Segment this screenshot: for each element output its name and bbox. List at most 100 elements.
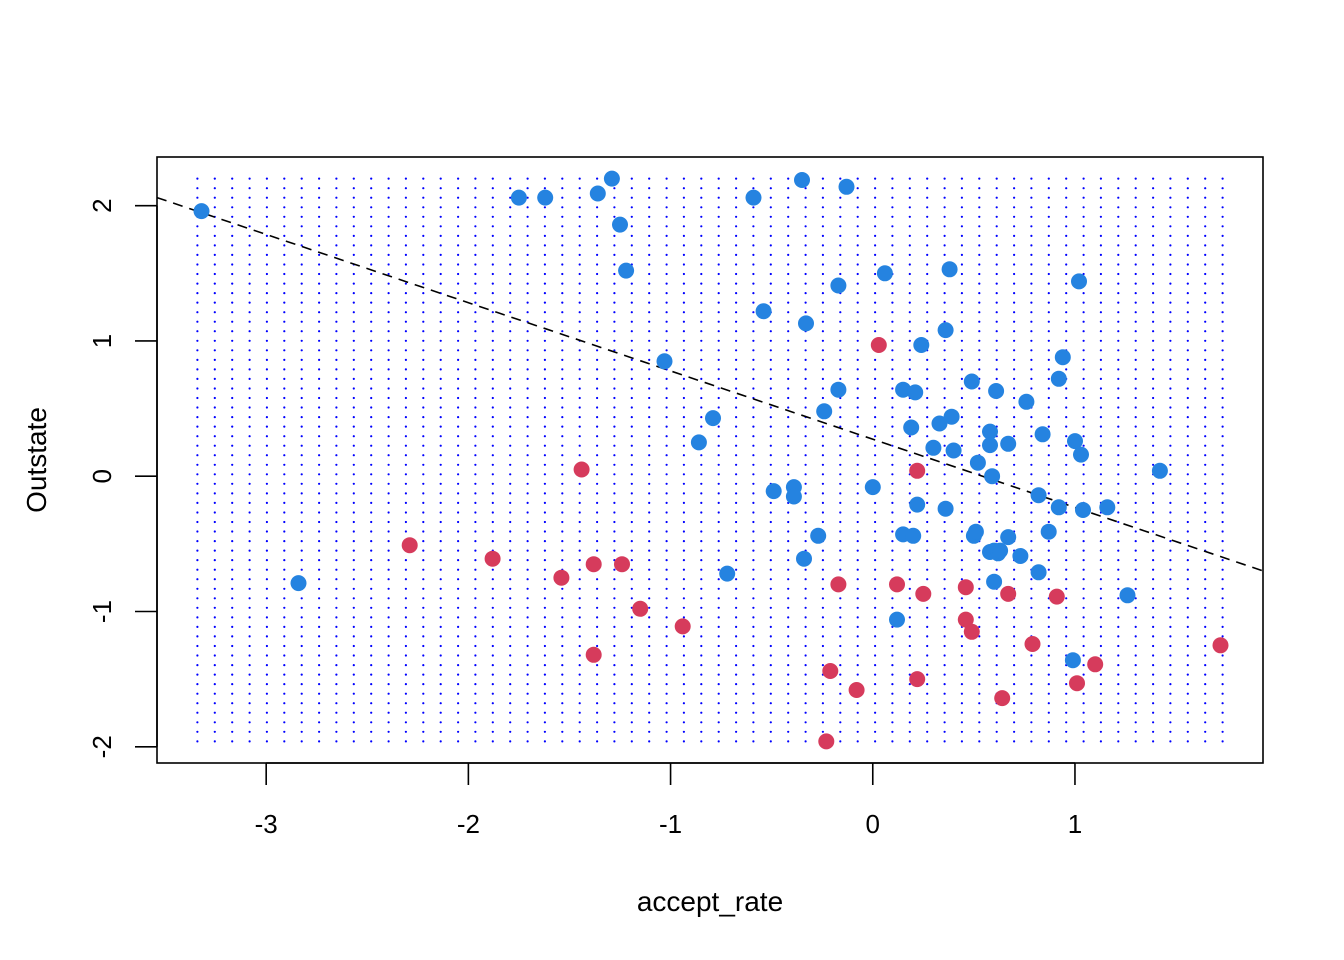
grid-dot <box>231 644 234 648</box>
grid-dot <box>682 473 686 476</box>
data-point-blue <box>810 527 827 544</box>
grid-dot <box>752 578 755 581</box>
grid-dot <box>804 349 807 352</box>
grid-dot <box>370 530 373 533</box>
grid-dot <box>474 654 477 657</box>
grid-dot <box>752 673 755 676</box>
grid-dot <box>370 730 373 733</box>
grid-dot <box>248 578 251 581</box>
grid-dot <box>1169 177 1172 180</box>
grid-dot <box>735 587 738 590</box>
data-point-red <box>957 579 974 596</box>
grid-dot <box>491 282 494 285</box>
grid-dot <box>1065 520 1068 524</box>
data-point-blue <box>1067 433 1083 450</box>
grid-dot <box>265 711 268 714</box>
grid-dot <box>1030 425 1033 428</box>
grid-dot <box>856 339 859 342</box>
grid-dot <box>735 444 738 447</box>
grid-dot <box>422 225 425 228</box>
grid-dot <box>509 597 512 600</box>
grid-dot <box>1152 311 1155 314</box>
grid-dot <box>1082 730 1085 733</box>
grid-dot <box>491 616 494 619</box>
grid-dot <box>874 606 877 609</box>
grid-dot <box>370 644 373 648</box>
grid-dot <box>926 683 929 686</box>
grid-dot <box>491 349 494 352</box>
grid-dot <box>735 435 738 438</box>
grid-dot <box>543 492 547 495</box>
grid-dot <box>874 225 877 228</box>
grid-dot <box>491 301 494 304</box>
grid-dot <box>370 559 373 562</box>
grid-dot <box>821 702 825 705</box>
grid-dot <box>821 358 825 361</box>
grid-dot <box>300 177 303 180</box>
grid-dot <box>787 683 790 686</box>
grid-dot <box>457 721 460 724</box>
grid-dot <box>1047 215 1050 218</box>
grid-dot <box>578 396 581 400</box>
grid-dot <box>213 244 216 247</box>
grid-dot <box>352 597 355 600</box>
grid-dot <box>561 416 564 419</box>
grid-dot <box>1117 206 1120 209</box>
grid-dot <box>248 406 251 409</box>
grid-dot <box>1152 635 1155 638</box>
grid-dot <box>578 549 581 552</box>
grid-dot <box>908 702 911 705</box>
grid-dot <box>648 587 651 590</box>
grid-dot <box>543 215 547 218</box>
grid-dot <box>352 606 355 609</box>
grid-dot <box>960 425 964 428</box>
grid-dot <box>717 244 720 247</box>
grid-dot <box>1099 349 1102 352</box>
grid-dot <box>474 377 477 380</box>
grid-dot <box>856 215 859 218</box>
grid-dot <box>422 272 425 276</box>
grid-dot <box>387 511 390 514</box>
grid-dot <box>596 301 599 304</box>
grid-dot <box>439 454 442 457</box>
grid-dot <box>474 206 477 209</box>
grid-dot <box>787 225 790 228</box>
grid-dot <box>196 549 199 552</box>
grid-dot <box>352 272 355 276</box>
grid-dot <box>1169 625 1172 629</box>
grid-dot <box>613 301 616 304</box>
grid-dot <box>422 492 425 495</box>
grid-dot <box>1186 225 1189 228</box>
grid-dot <box>457 587 460 590</box>
grid-dot <box>630 702 633 705</box>
grid-dot <box>891 377 894 380</box>
grid-dot <box>1221 425 1224 428</box>
grid-dot <box>682 406 686 409</box>
grid-dot <box>526 416 529 419</box>
grid-dot <box>839 492 842 495</box>
grid-dot <box>335 463 338 466</box>
grid-dot <box>300 215 303 218</box>
grid-dot <box>1152 425 1155 428</box>
grid-dot <box>370 282 373 285</box>
grid-dot <box>404 253 407 256</box>
grid-dot <box>596 501 599 504</box>
x-tick-label: 0 <box>866 809 880 839</box>
grid-dot <box>196 320 199 323</box>
grid-dot <box>1169 301 1172 304</box>
grid-dot <box>318 444 321 447</box>
grid-dot <box>1013 396 1016 400</box>
grid-dot <box>1204 740 1207 743</box>
grid-dot <box>1065 721 1068 724</box>
data-point-blue <box>838 178 855 195</box>
grid-dot <box>891 530 894 533</box>
grid-dot <box>561 444 564 447</box>
grid-dot <box>1169 683 1172 686</box>
grid-dot <box>735 568 738 571</box>
grid-dot <box>370 196 373 199</box>
grid-dot <box>387 625 390 629</box>
grid-dot <box>578 540 581 543</box>
grid-dot <box>196 740 199 743</box>
grid-dot <box>318 377 321 380</box>
grid-dot <box>630 673 633 676</box>
